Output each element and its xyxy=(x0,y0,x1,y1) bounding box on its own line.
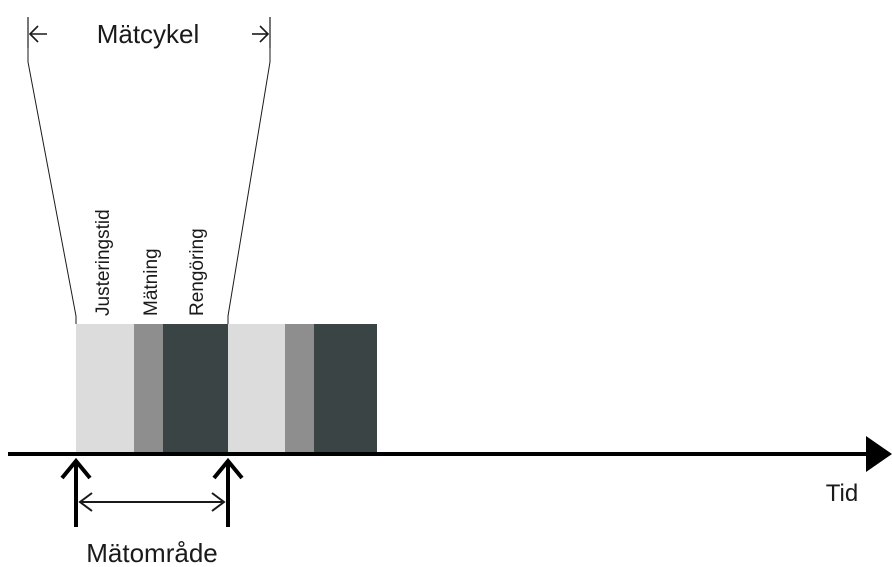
range-left-up-arrow-icon xyxy=(60,457,92,527)
range-label: Mätområde xyxy=(86,538,218,567)
phase-block-cleaning xyxy=(163,324,228,452)
phase-block-measurement xyxy=(134,324,163,452)
range-right-up-arrow-icon xyxy=(212,457,244,527)
funnel-right-line xyxy=(227,48,271,324)
phase-label-measurement: Mätning xyxy=(141,248,162,316)
time-axis: Tid xyxy=(8,436,892,507)
time-axis-arrowhead-icon xyxy=(866,436,892,472)
phase-label-cleaning: Rengöring xyxy=(187,228,208,316)
time-axis-label: Tid xyxy=(826,480,858,507)
range-double-arrow-icon xyxy=(78,492,226,512)
phase-label-adjustment: Justeringstid xyxy=(93,209,114,316)
phase-block-adjustment xyxy=(228,324,285,452)
cycle-bracket: Mätcykel xyxy=(27,17,271,49)
cycle-funnel-lines xyxy=(27,48,271,324)
cycle-left-arrow-icon xyxy=(28,25,47,43)
cycle-label: Mätcykel xyxy=(97,19,200,49)
phase-block-adjustment xyxy=(76,324,134,452)
funnel-left-line xyxy=(27,48,77,324)
cycle-1-blocks xyxy=(76,324,228,452)
cycle-right-arrow-icon xyxy=(252,25,270,43)
phase-block-cleaning xyxy=(314,324,377,452)
cycle-2-blocks xyxy=(228,324,377,452)
phase-block-measurement xyxy=(285,324,314,452)
measurement-range: Mätområde xyxy=(60,457,244,567)
